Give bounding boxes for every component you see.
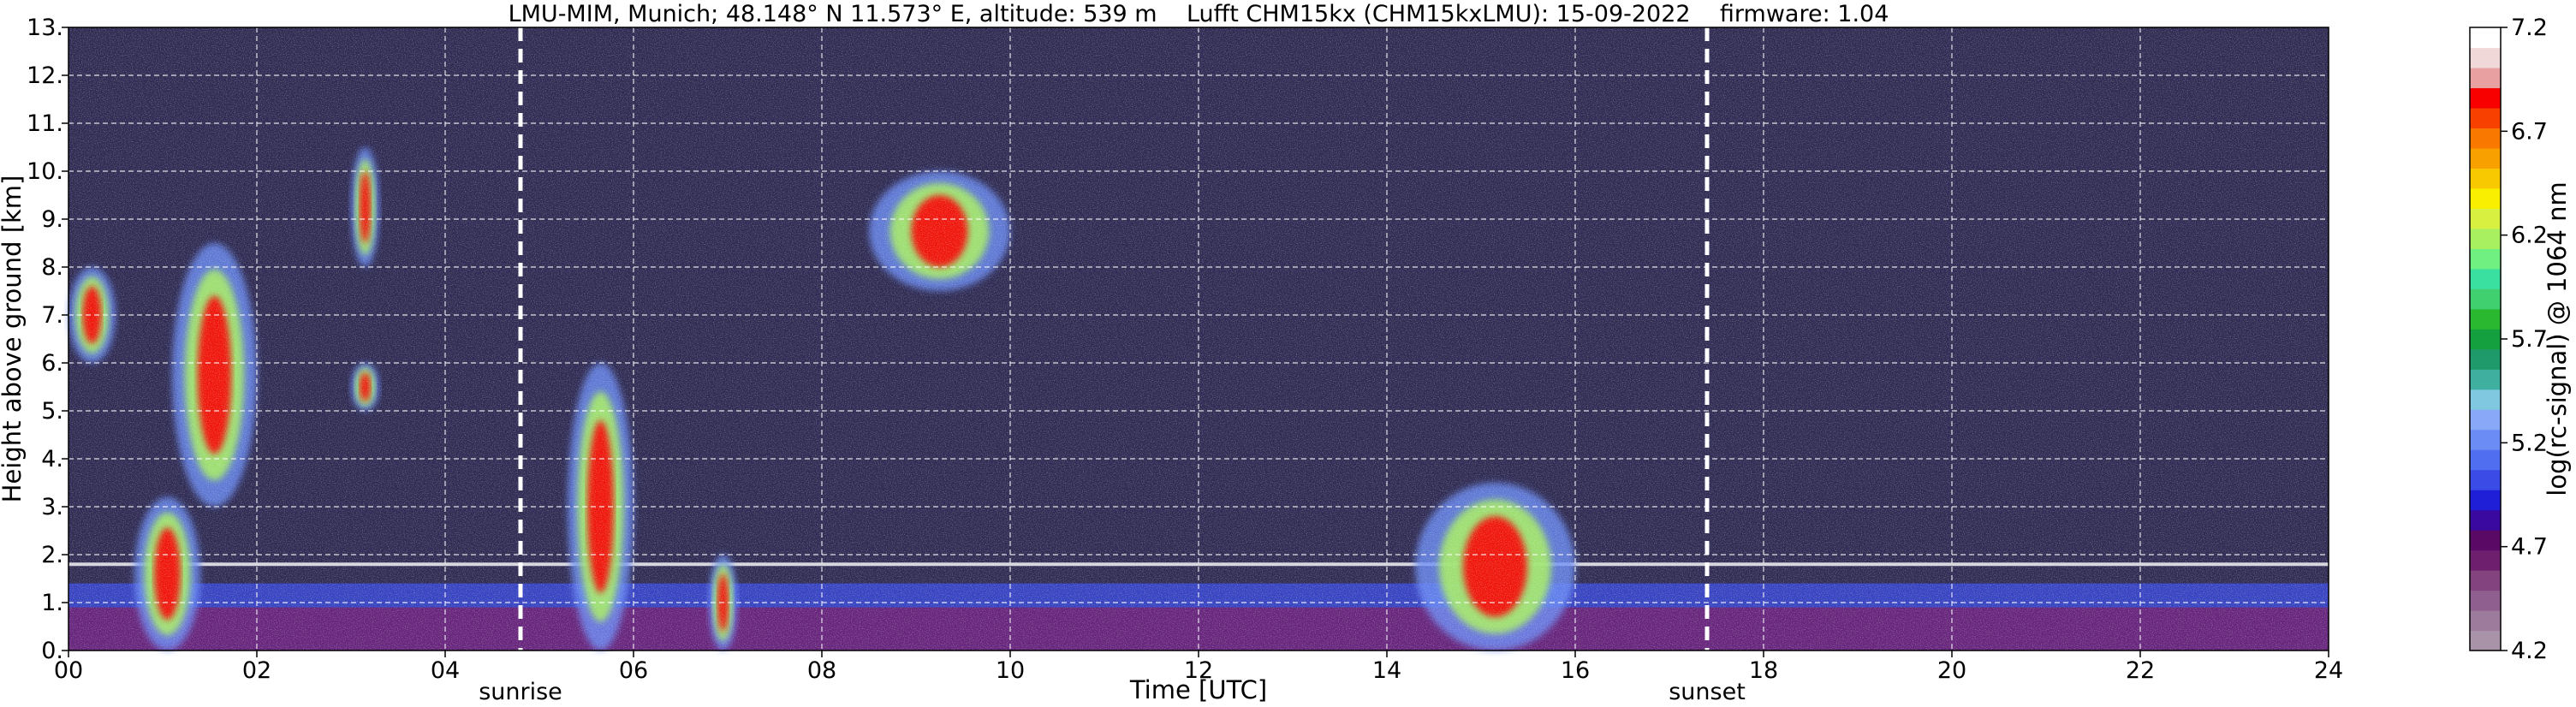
colorbar-swatch <box>2470 610 2501 632</box>
y-tick-label: 1. <box>41 590 63 616</box>
x-tick-label: 08 <box>807 657 836 684</box>
y-tick-label: 5. <box>41 398 63 425</box>
x-tick-label: 04 <box>431 657 460 684</box>
y-tick-label: 0. <box>41 638 63 664</box>
colorbar-label: log(rc-signal) @ 1064 nm <box>2543 181 2572 496</box>
colorbar-swatch <box>2470 27 2501 49</box>
colorbar-swatch <box>2470 429 2501 450</box>
colorbar-swatch <box>2470 67 2501 89</box>
x-tick-label: 14 <box>1372 657 1401 684</box>
colorbar-swatch <box>2470 208 2501 229</box>
x-tick-label: 00 <box>54 657 83 684</box>
y-tick-label: 11. <box>27 110 63 137</box>
x-tick-label: 24 <box>2314 657 2343 684</box>
colorbar-swatch <box>2470 187 2501 209</box>
x-tick-label: 16 <box>1561 657 1590 684</box>
x-tick-label: 12 <box>1184 657 1213 684</box>
colorbar-swatch <box>2470 449 2501 471</box>
colorbar: 4.2 4.7 5.2 5.7 6.2 6.7 7.2 <box>2469 15 2548 664</box>
x-axis-label: Time [UTC] <box>1129 675 1267 704</box>
colorbar-swatch <box>2470 509 2501 531</box>
colorbar-swatch <box>2470 389 2501 410</box>
y-tick-label: 4. <box>41 446 63 472</box>
colorbar-tick-label: 6.7 <box>2511 118 2548 145</box>
colorbar-swatch <box>2470 550 2501 571</box>
colorbar-swatch <box>2470 369 2501 390</box>
x-tick-label: 20 <box>1937 657 1966 684</box>
colorbar-swatch <box>2470 147 2501 169</box>
y-tick-label: 9. <box>41 206 63 233</box>
colorbar-swatch <box>2470 348 2501 370</box>
x-axis: 00 02 04 06 08 10 12 14 16 18 20 22 24 <box>54 651 2343 684</box>
chart-title: LMU-MIM, Munich; 48.148° N 11.573° E, al… <box>509 1 1889 27</box>
colorbar-swatch <box>2470 590 2501 611</box>
colorbar-swatch <box>2470 128 2501 149</box>
colorbar-swatch <box>2470 308 2501 330</box>
colorbar-tick-label: 5.7 <box>2511 326 2548 353</box>
colorbar-swatch <box>2470 469 2501 490</box>
x-tick-label: 22 <box>2126 657 2155 684</box>
y-tick-label: 12. <box>27 62 63 89</box>
colorbar-swatch <box>2470 409 2501 431</box>
x-tick-label: 06 <box>619 657 648 684</box>
colorbar-swatch <box>2470 268 2501 289</box>
colorbar-swatch <box>2470 530 2501 551</box>
y-axis: 0. 1. 2. 3. 4. 5. 6. 7. 8. 9. 10. 11. 12. 13. <box>27 15 68 664</box>
colorbar-swatch <box>2470 288 2501 310</box>
sun-markers: sunrise sunset <box>479 27 1746 705</box>
colorbar-tick-label: 4.2 <box>2511 638 2548 664</box>
grid <box>68 27 2329 651</box>
y-tick-label: 2. <box>41 542 63 568</box>
colorbar-swatch <box>2470 168 2501 189</box>
colorbar-swatch <box>2470 47 2501 68</box>
colorbar-tick-label: 5.2 <box>2511 430 2548 456</box>
y-tick-label: 3. <box>41 494 63 520</box>
colorbar-swatch <box>2470 329 2501 350</box>
sunset-label: sunset <box>1669 679 1746 705</box>
colorbar-swatch <box>2470 248 2501 270</box>
y-tick-label: 10. <box>27 158 63 185</box>
colorbar-swatch <box>2470 228 2501 249</box>
colorbar-swatch <box>2470 570 2501 591</box>
colorbar-tick-label: 7.2 <box>2511 15 2548 41</box>
colorbar-swatch <box>2470 490 2501 511</box>
colorbar-swatch <box>2470 87 2501 109</box>
colorbar-tick-label: 4.7 <box>2511 534 2548 561</box>
x-tick-label: 10 <box>996 657 1025 684</box>
y-tick-label: 8. <box>41 254 63 281</box>
x-tick-label: 18 <box>1749 657 1778 684</box>
colorbar-swatch <box>2470 630 2501 651</box>
y-tick-label: 6. <box>41 350 63 377</box>
colorbar-tick-label: 6.2 <box>2511 223 2548 249</box>
y-tick-label: 7. <box>41 302 63 329</box>
x-tick-label: 02 <box>242 657 271 684</box>
y-tick-label: 13. <box>27 15 63 41</box>
colorbar-swatch <box>2470 107 2501 129</box>
sunrise-label: sunrise <box>479 679 562 705</box>
y-axis-label: Height above ground [km] <box>0 175 27 503</box>
